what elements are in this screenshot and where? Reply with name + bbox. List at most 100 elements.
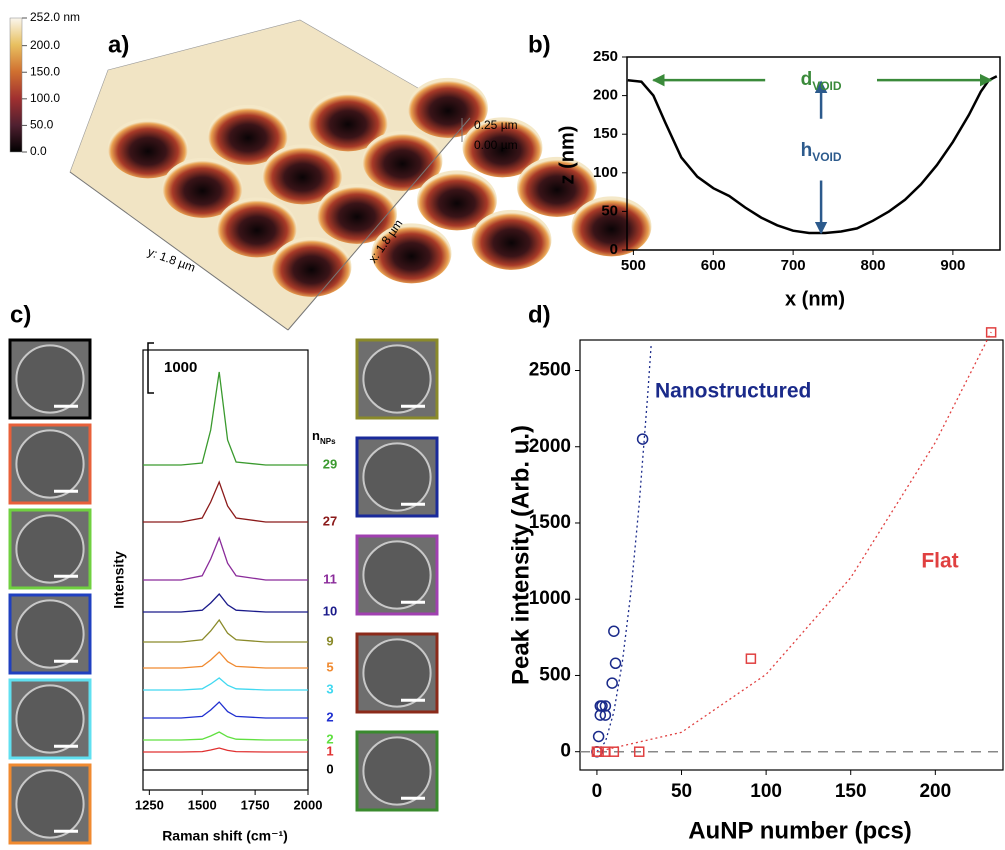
sem-thumbnail	[357, 438, 437, 516]
x-tick-label: 1500	[188, 797, 217, 812]
panel-label: d)	[528, 301, 551, 328]
sem-thumbnail	[10, 765, 90, 843]
x-tick-label: 600	[701, 257, 726, 274]
thumbnail-void	[16, 430, 83, 497]
z-scale-label: 0.00 µm	[474, 138, 518, 152]
y-tick-label: 1500	[529, 512, 571, 533]
colorbar	[10, 18, 22, 152]
x-tick-label: 900	[940, 257, 965, 274]
y-axis-label: z (nm)	[556, 126, 578, 185]
sem-thumbnail	[10, 510, 90, 588]
panel-label: a)	[108, 31, 129, 58]
line-series	[143, 702, 308, 718]
afm-crater	[271, 237, 351, 297]
sem-thumbnail	[357, 732, 437, 810]
x-tick-label: 50	[671, 781, 692, 802]
annotation-sub: VOID	[812, 79, 842, 93]
series-label: Nanostructured	[655, 380, 811, 403]
line-series	[143, 732, 308, 740]
x-tick-label: 1250	[135, 797, 164, 812]
thumbnail-void	[16, 345, 83, 412]
annotation-sub: VOID	[812, 150, 842, 164]
point	[638, 434, 648, 444]
fit-line	[597, 346, 651, 752]
series-label: 2	[326, 709, 333, 724]
panel-label: c)	[10, 301, 31, 328]
x-tick-label: 100	[750, 781, 782, 802]
x-tick-label: 1750	[241, 797, 270, 812]
sem-thumbnail	[10, 425, 90, 503]
series-label: 11	[323, 571, 337, 586]
series-label: 1	[326, 743, 333, 758]
thumbnail-void	[16, 685, 83, 752]
y-tick-label: 100	[593, 164, 618, 181]
y-tick-label: 200	[593, 87, 618, 104]
series-label: 10	[323, 603, 337, 618]
annotation: hVOID	[801, 140, 842, 164]
x-tick-label: 700	[781, 257, 806, 274]
y-tick-label: 150	[593, 125, 618, 142]
sem-thumbnail	[357, 536, 437, 614]
point	[609, 626, 619, 636]
thumbnail-void	[363, 639, 430, 706]
colorbar-label: 200.0	[30, 38, 60, 52]
point	[746, 654, 755, 663]
chart: 05010015020005001000150020002500AuNP num…	[507, 328, 1003, 844]
annotation-main: d	[801, 69, 813, 90]
series-label: 27	[323, 513, 337, 528]
x-tick-label: 800	[860, 257, 885, 274]
y-tick-label: 0	[560, 741, 571, 762]
figure: a)b)c)d)252.0 nm200.0150.0100.050.00.00.…	[0, 0, 1005, 850]
y-tick-label: 2000	[529, 436, 571, 457]
colorbar-label: 50.0	[30, 118, 54, 132]
legend-title-main: n	[312, 428, 320, 443]
line-series	[143, 620, 308, 642]
afm-crater	[471, 210, 551, 270]
z-scale-label: 0.25 µm	[474, 118, 518, 132]
y-tick-label: 1000	[529, 588, 571, 609]
legend-title: nNPs	[312, 428, 336, 445]
x-tick-label: 2000	[294, 797, 323, 812]
thumbnail-void	[16, 515, 83, 582]
series-label: 5	[326, 659, 333, 674]
thumbnail-void	[363, 541, 430, 608]
series-label: 29	[323, 456, 337, 471]
page: {"panel_labels": ["a)", "b)", "c)", "d)"…	[0, 0, 1005, 850]
point	[607, 678, 617, 688]
line-series	[143, 678, 308, 690]
line-series	[143, 538, 308, 580]
plot-frame	[143, 350, 308, 790]
x-tick-label: 500	[621, 257, 646, 274]
sem-thumbnail	[357, 340, 437, 418]
sem-thumbnail	[10, 340, 90, 418]
y-tick-label: 2500	[529, 360, 571, 381]
line-series	[143, 594, 308, 612]
series-label: 9	[326, 633, 333, 648]
y-tick-label: 250	[593, 48, 618, 65]
colorbar-label: 252.0 nm	[30, 10, 80, 24]
line-series	[143, 372, 308, 465]
annotation: dVOID	[801, 69, 842, 93]
afm-image: 252.0 nm200.0150.0100.050.00.00.25 µm0.0…	[10, 10, 651, 330]
y-axis-label: Intensity	[111, 551, 127, 609]
sem-thumbnail	[357, 634, 437, 712]
colorbar-label: 0.0	[30, 144, 47, 158]
x-tick-label: 150	[835, 781, 867, 802]
series-label: Flat	[921, 550, 958, 573]
thumbnail-void	[16, 600, 83, 667]
x-axis-label: Raman shift (cm⁻¹)	[162, 828, 288, 844]
y-tick-label: 0	[610, 241, 618, 258]
colorbar-label: 150.0	[30, 64, 60, 78]
y-tick-label: 50	[601, 202, 618, 219]
y-tick-label: 500	[539, 664, 571, 685]
series-label: 0	[326, 761, 333, 776]
thumbnail-void	[16, 770, 83, 837]
annotation-main: h	[801, 140, 813, 161]
point	[594, 731, 604, 741]
thumbnail-void	[363, 443, 430, 510]
sem-thumbnail	[10, 595, 90, 673]
x-axis-label: AuNP number (pcs)	[688, 817, 912, 844]
legend-title-sub: NPs	[320, 437, 336, 446]
